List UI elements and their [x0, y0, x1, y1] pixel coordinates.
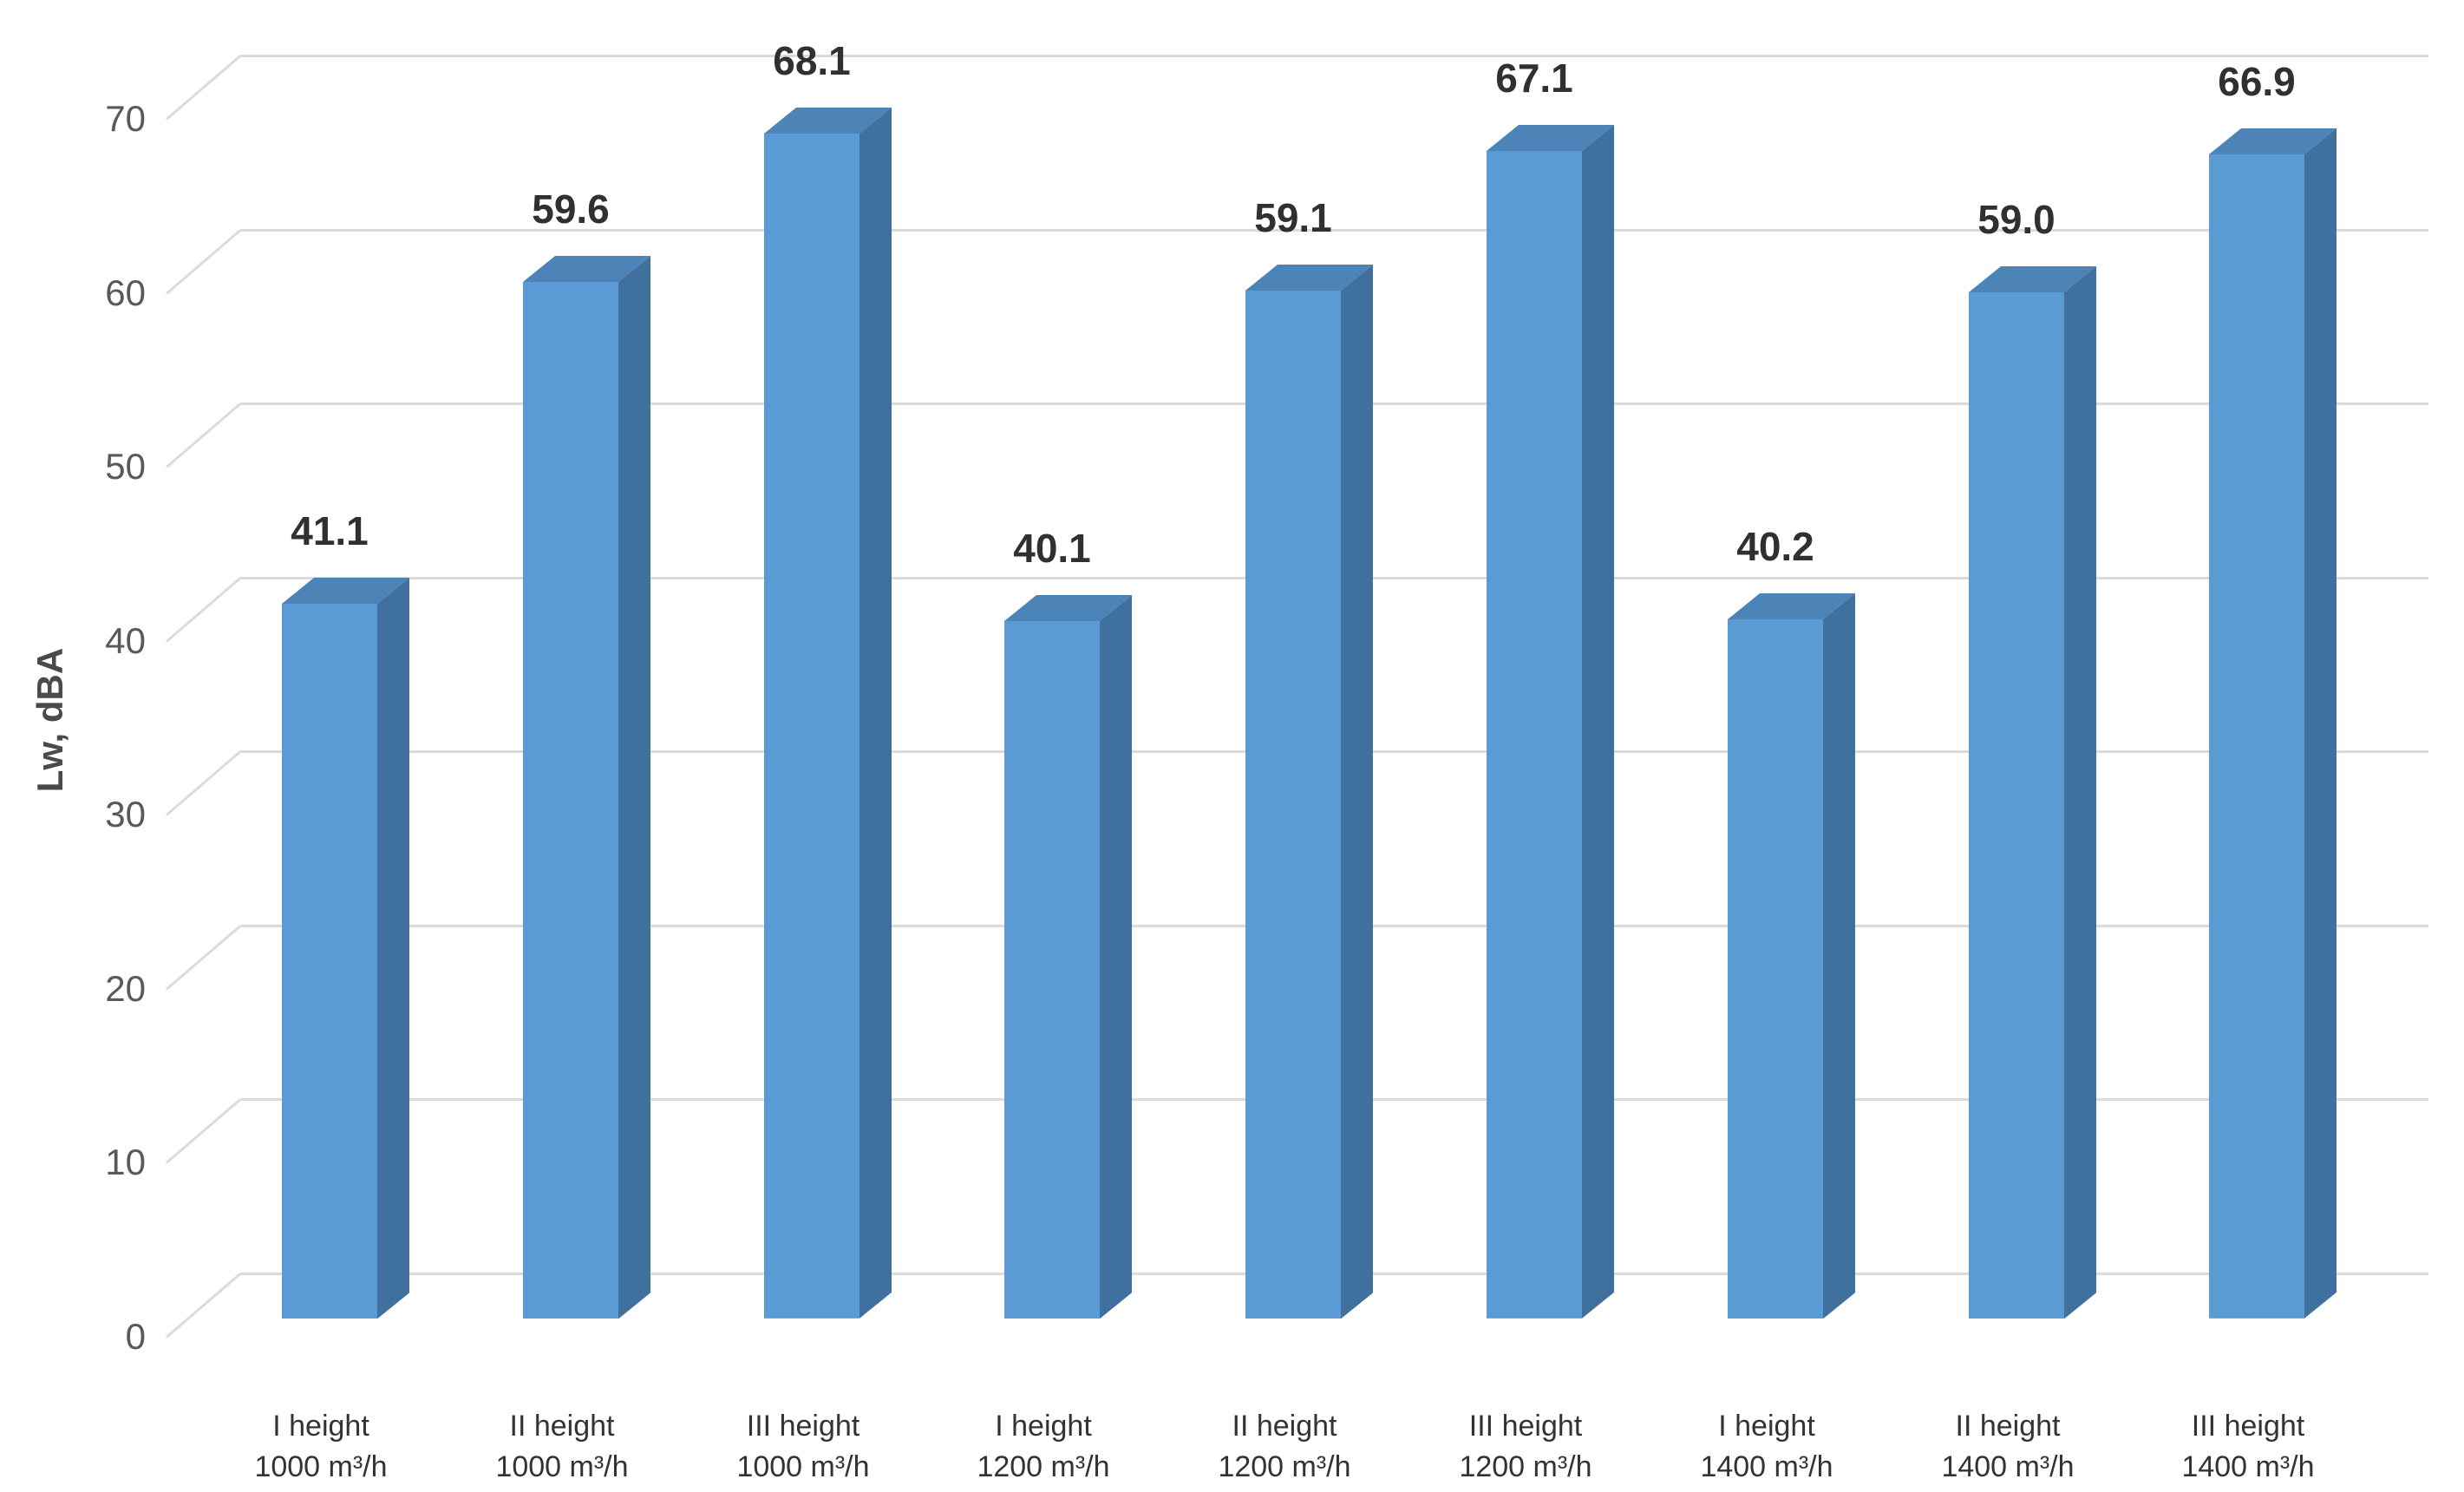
- bar-column: [523, 255, 650, 1319]
- bar-front-face: [1728, 618, 1823, 1319]
- y-tick-label: 60: [105, 272, 146, 313]
- bar-column: [2209, 128, 2337, 1319]
- x-category-line1: I height: [272, 1410, 369, 1443]
- bar-front-face: [523, 281, 618, 1319]
- bar-side-face: [1582, 125, 1614, 1319]
- bar-front-face: [1487, 151, 1582, 1319]
- bar-value-label: 59.0: [1977, 196, 2056, 242]
- x-category-line2: 1000 m³/h: [495, 1450, 629, 1483]
- bar-column: [1487, 125, 1614, 1319]
- bar-front-face: [282, 603, 377, 1319]
- bar-side-face: [2064, 265, 2096, 1319]
- bar-top-face: [282, 577, 409, 604]
- x-category-line2: 1400 m³/h: [2181, 1450, 2315, 1483]
- bar-front-face: [2209, 154, 2304, 1319]
- bar-column: [764, 108, 892, 1319]
- bar-top-face: [1487, 125, 1614, 152]
- bar-column: [1004, 594, 1132, 1319]
- bar-value-label: 68.1: [773, 38, 851, 84]
- gridline: [240, 55, 2428, 57]
- bar-side-face: [1823, 592, 1855, 1319]
- x-category-line1: III height: [1468, 1410, 1583, 1443]
- x-category-label: III height 1000 m³/h: [690, 1406, 916, 1488]
- bar-column: [1245, 264, 1373, 1319]
- x-category-label: I height 1400 m³/h: [1654, 1406, 1879, 1488]
- y-tick-label: 20: [105, 967, 146, 1009]
- bar-column: [1969, 265, 2096, 1319]
- x-category-line1: I height: [1718, 1410, 1815, 1443]
- bar-front-face: [1969, 291, 2064, 1319]
- bar-value-label: 59.1: [1254, 194, 1332, 240]
- bar-front-face: [1245, 290, 1341, 1319]
- bar-column: [282, 577, 409, 1319]
- bar-value-label: 66.9: [2218, 59, 2296, 105]
- bar-value-label: 40.1: [1013, 525, 1091, 571]
- x-category-line1: III height: [746, 1410, 860, 1443]
- x-category-line1: I height: [995, 1410, 1092, 1443]
- bar-column: [1728, 592, 1855, 1319]
- x-category-label: I height 1000 m³/h: [208, 1406, 434, 1488]
- x-category-label: II height 1000 m³/h: [449, 1406, 675, 1488]
- y-tick-label: 0: [125, 1316, 146, 1357]
- x-category-line2: 1200 m³/h: [977, 1450, 1110, 1483]
- bar-top-face: [1728, 592, 1855, 619]
- x-category-line2: 1200 m³/h: [1218, 1450, 1351, 1483]
- x-category-label: II height 1400 m³/h: [1895, 1406, 2121, 1488]
- x-category-line1: III height: [2191, 1410, 2305, 1443]
- gridline: [240, 228, 2428, 232]
- x-category-label: I height 1200 m³/h: [931, 1406, 1156, 1488]
- x-category-line1: II height: [1955, 1410, 2061, 1443]
- bar-top-face: [764, 108, 892, 134]
- bar-side-face: [618, 255, 650, 1319]
- x-category-line2: 1400 m³/h: [1941, 1450, 2075, 1483]
- bar-side-face: [377, 577, 409, 1319]
- x-category-line2: 1000 m³/h: [736, 1450, 870, 1483]
- x-category-label: II height 1200 m³/h: [1172, 1406, 1397, 1488]
- bar-top-face: [2209, 128, 2337, 155]
- y-tick-label: 70: [105, 98, 146, 139]
- bar-side-face: [1341, 264, 1373, 1319]
- y-tick-label: 30: [105, 794, 146, 835]
- x-category-line2: 1000 m³/h: [254, 1450, 388, 1483]
- bar-front-face: [1004, 620, 1100, 1319]
- bar-side-face: [2304, 128, 2337, 1319]
- y-tick-label: 10: [105, 1142, 146, 1183]
- x-category-line2: 1200 m³/h: [1459, 1450, 1592, 1483]
- x-category-line2: 1400 m³/h: [1700, 1450, 1833, 1483]
- bar-value-label: 67.1: [1495, 56, 1573, 101]
- bar-top-face: [523, 255, 650, 282]
- bar-value-label: 59.6: [532, 186, 610, 232]
- bar-side-face: [1100, 594, 1132, 1319]
- bar-side-face: [859, 108, 892, 1319]
- x-category-line1: II height: [1232, 1410, 1337, 1443]
- bar-value-label: 41.1: [291, 507, 369, 553]
- bar-top-face: [1969, 265, 2096, 292]
- y-tick-label: 50: [105, 446, 146, 488]
- x-category-label: III height 1200 m³/h: [1413, 1406, 1638, 1488]
- bar-front-face: [764, 134, 859, 1319]
- x-category-label: III height 1400 m³/h: [2135, 1406, 2361, 1488]
- x-category-line1: II height: [509, 1410, 615, 1443]
- bar-top-face: [1004, 594, 1132, 621]
- bar-value-label: 40.2: [1736, 523, 1814, 569]
- y-tick-label: 40: [105, 619, 146, 661]
- bar-top-face: [1245, 264, 1373, 291]
